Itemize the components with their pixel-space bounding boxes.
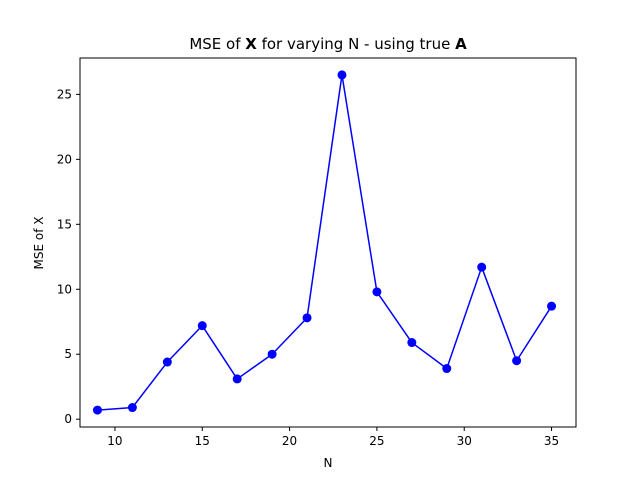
y-tick-label: 20: [57, 152, 72, 166]
data-point: [477, 262, 487, 272]
x-axis-label: N: [324, 456, 333, 470]
chart-title-bold-a: A: [455, 35, 467, 53]
data-point: [267, 349, 277, 359]
chart-title-prefix: MSE of: [189, 35, 245, 53]
x-tick-label: 15: [195, 434, 210, 448]
data-point: [197, 321, 207, 331]
data-point: [232, 374, 242, 384]
x-tick-label: 25: [369, 434, 384, 448]
data-point: [337, 70, 347, 80]
series-line: [97, 74, 553, 411]
x-tick-label: 30: [457, 434, 472, 448]
data-point: [442, 364, 452, 374]
axes-frame: [79, 57, 577, 428]
x-tick-label: 10: [107, 434, 122, 448]
data-point: [372, 287, 382, 297]
chart-title-middle: for varying N - using true: [257, 35, 455, 53]
chart-title: MSE of X for varying N - using true A: [189, 35, 467, 53]
y-tick-label: 0: [64, 412, 72, 426]
data-point: [127, 403, 137, 413]
data-point: [302, 313, 312, 323]
x-tick-label: 35: [544, 434, 559, 448]
chart-title-bold-x: X: [245, 35, 257, 53]
y-tick-label: 15: [57, 217, 72, 231]
y-axis-ticks: 0 5 10 15 20 25: [57, 87, 80, 426]
data-point: [162, 357, 172, 367]
y-tick-label: 10: [57, 282, 72, 296]
data-point: [547, 301, 557, 311]
series-layer: [92, 70, 557, 415]
y-axis-label: MSE of X: [32, 217, 46, 270]
x-tick-label: 20: [282, 434, 297, 448]
y-tick-label: 25: [57, 87, 72, 101]
plot-area: [79, 57, 577, 428]
data-point: [407, 338, 417, 348]
x-axis-ticks: 10 15 20 25 30 35: [107, 427, 559, 448]
data-point: [92, 405, 102, 415]
y-tick-label: 5: [64, 347, 72, 361]
data-point: [512, 356, 522, 366]
